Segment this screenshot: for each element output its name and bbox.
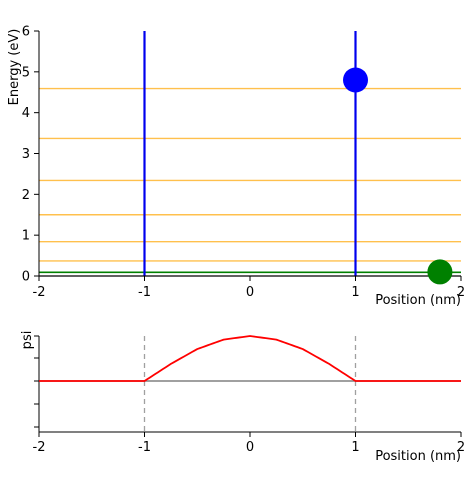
energy-y-tick-label: 3 — [22, 147, 30, 162]
wavefunction-x-tick-label: 0 — [246, 440, 254, 455]
energy-panel: 0 1 2 3 4 5 6 -2 -1 0 1 2 Position (nm) Energy (eV) — [7, 25, 465, 309]
wavefunction-x-tick-label: -2 — [33, 440, 46, 455]
energy-y-tick-label: 5 — [22, 65, 30, 80]
energy-markers — [343, 67, 453, 285]
energy-y-tick-label: 4 — [22, 106, 30, 121]
energy-axes: 0 1 2 3 4 5 6 -2 -1 0 1 2 — [22, 25, 465, 301]
energy-x-tick-label: -1 — [138, 285, 151, 300]
energy-x-axis-title: Position (nm) — [375, 293, 461, 308]
energy-levels — [39, 87, 461, 277]
wavefunction-x-tick-label: 1 — [351, 440, 359, 455]
wavefunction-curve — [39, 335, 461, 382]
energy-marker — [343, 67, 368, 93]
wavefunction-axes: -2 -1 0 1 2 — [33, 335, 465, 455]
energy-y-tick-label: 0 — [22, 270, 30, 285]
wavefunction-x-tick-label: -1 — [138, 440, 151, 455]
energy-x-tick-label: -2 — [33, 285, 46, 300]
energy-y-tick-label: 2 — [22, 188, 30, 203]
wavefunction-panel: -2 -1 0 1 2 Position (nm) psi — [20, 331, 465, 464]
well-boundary-guides — [143, 336, 357, 432]
wavefunction-y-axis-title: psi — [20, 331, 35, 350]
energy-x-tick-label: 2 — [457, 285, 465, 300]
energy-y-axis-title: Energy (eV) — [7, 29, 22, 106]
well-walls — [143, 31, 357, 276]
wavefunction-x-tick-label: 2 — [457, 440, 465, 455]
energy-x-tick-label: 0 — [246, 285, 254, 300]
wavefunction-x-axis-title: Position (nm) — [375, 449, 461, 464]
energy-y-tick-label: 6 — [22, 25, 30, 40]
energy-x-tick-label: 1 — [351, 285, 359, 300]
energy-marker — [427, 259, 453, 285]
energy-y-tick-label: 1 — [22, 229, 30, 244]
wavefunction-series — [39, 335, 461, 382]
